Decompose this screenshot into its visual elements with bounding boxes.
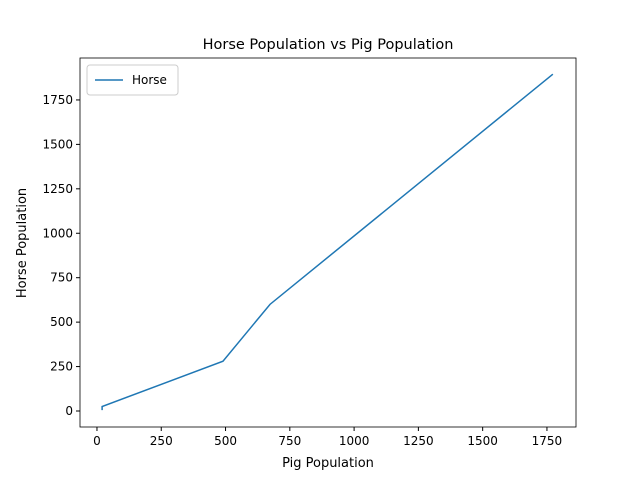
- y-tick-label: 1000: [42, 226, 73, 240]
- x-tick-label: 1500: [467, 434, 498, 448]
- legend-box: [86, 64, 179, 96]
- y-tick-label: 750: [50, 271, 73, 285]
- plot-frame: [79, 57, 577, 428]
- x-tick-label: 0: [93, 434, 101, 448]
- x-axis-label: Pig Population: [282, 456, 374, 471]
- y-tick-label: 0: [65, 404, 73, 418]
- y-tick-label: 1750: [42, 93, 73, 107]
- x-tick-label: 750: [278, 434, 301, 448]
- x-tick-label: 500: [214, 434, 237, 448]
- chart-title: Horse Population vs Pig Population: [203, 37, 454, 53]
- x-tick-label: 1250: [403, 434, 434, 448]
- x-tick-label: 250: [150, 434, 173, 448]
- x-tick-label: 1750: [532, 434, 563, 448]
- legend-label: Horse: [132, 73, 167, 87]
- data-line: [101, 73, 554, 411]
- y-tick-label: 250: [50, 360, 73, 374]
- y-tick-label: 1500: [42, 137, 73, 151]
- x-tick-label: 1000: [339, 434, 370, 448]
- y-tick-label: 500: [50, 315, 73, 329]
- y-tick-label: 1250: [42, 182, 73, 196]
- y-axis-label: Horse Population: [15, 188, 30, 298]
